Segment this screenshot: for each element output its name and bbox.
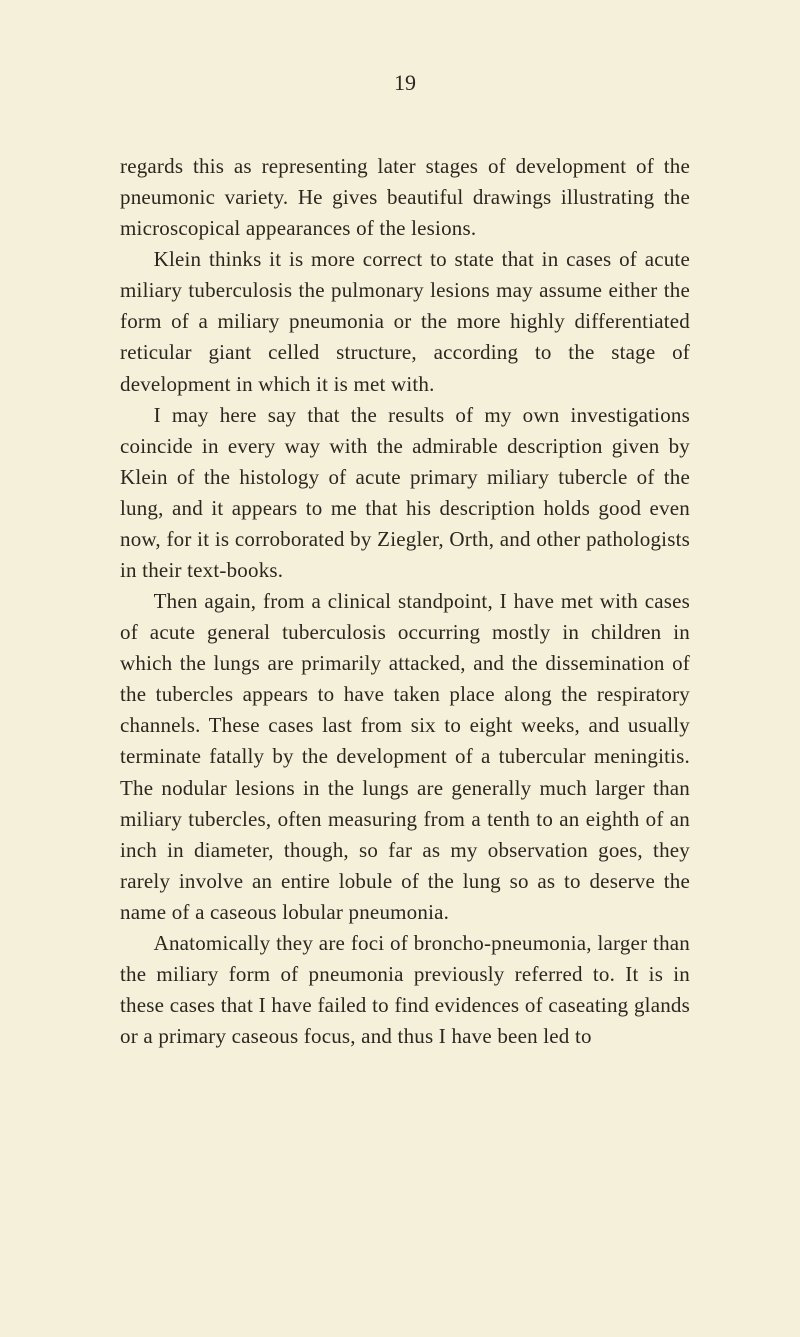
paragraph: Klein thinks it is more correct to state… bbox=[120, 244, 690, 399]
paragraph: Then again, from a clinical standpoint, … bbox=[120, 586, 690, 928]
body-text: regards this as representing later stage… bbox=[120, 151, 690, 1052]
paragraph: Anatomically they are foci of broncho-pn… bbox=[120, 928, 690, 1052]
paragraph: regards this as representing later stage… bbox=[120, 151, 690, 244]
page-container: 19 regards this as representing later st… bbox=[0, 0, 800, 1112]
paragraph: I may here say that the results of my ow… bbox=[120, 400, 690, 586]
page-number: 19 bbox=[120, 70, 690, 96]
